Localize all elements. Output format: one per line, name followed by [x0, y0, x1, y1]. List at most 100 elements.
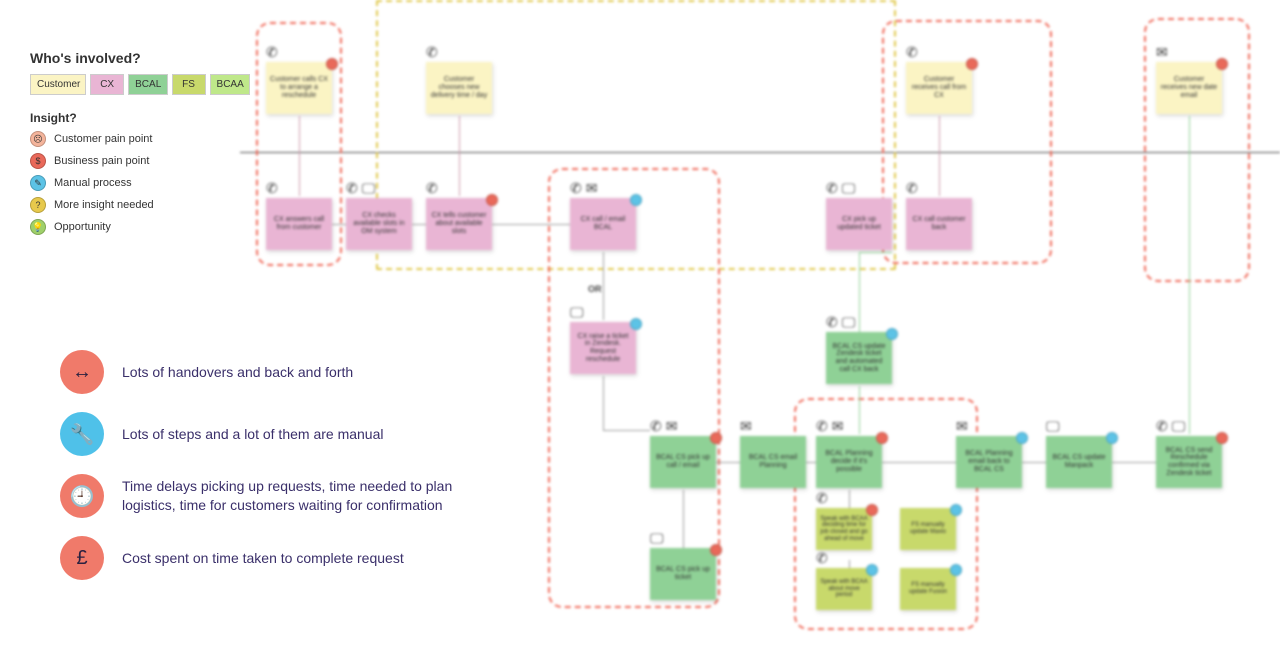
phone-icon: ✆ — [266, 180, 278, 197]
callout-icon: 🔧 — [60, 412, 104, 456]
insight-row: ?More insight needed — [30, 197, 250, 213]
sticky-icons: ✉ — [1156, 44, 1168, 61]
insight-list: ☹Customer pain point $Business pain point… — [30, 131, 250, 235]
sticky-icons: ✆ — [816, 490, 828, 507]
sticky-icons: ✆🖵 — [826, 180, 855, 197]
sticky-note: FS manually update Fusion — [900, 568, 956, 610]
insight-badge — [950, 564, 962, 576]
monitor-icon: 🖵 — [1172, 418, 1186, 435]
sticky-note: BCAL CS update Zendesk ticket and automa… — [826, 332, 892, 384]
sticky-note: BCAL Planning decide if it's possible — [816, 436, 882, 488]
swatch-customer: Customer — [30, 74, 86, 95]
sticky-note: CX call customer back — [906, 198, 972, 250]
connector — [603, 430, 650, 431]
connector — [1189, 116, 1190, 434]
insight-badge — [326, 58, 338, 70]
phone-icon: ✆ — [426, 44, 438, 61]
insight-badge — [950, 504, 962, 516]
sticky-note: CX pick up updated ticket — [826, 198, 892, 250]
connector — [299, 116, 300, 196]
sticky-icons: ✆ — [906, 44, 918, 61]
alarm-icon: ✉ — [740, 418, 752, 435]
sticky-icons: ✆ — [816, 550, 828, 567]
sticky-note: Customer receives call from CX — [906, 62, 972, 114]
insight-badge — [876, 432, 888, 444]
insight-dot-icon: ? — [30, 197, 46, 213]
phone-icon: ✆ — [816, 418, 828, 435]
phone-icon: ✆ — [816, 490, 828, 507]
connector — [849, 560, 850, 568]
insight-badge — [630, 318, 642, 330]
connector — [603, 252, 604, 320]
sticky-note: FS manually update Maxio — [900, 508, 956, 550]
sticky-icons: ✆ — [906, 180, 918, 197]
sticky-note: Customer calls CX to arrange a reschedul… — [266, 62, 332, 114]
phone-icon: ✆ — [826, 314, 838, 331]
phone-icon: ✆ — [906, 180, 918, 197]
insight-badge — [1106, 432, 1118, 444]
connector — [882, 462, 956, 463]
insight-label: Manual process — [54, 177, 132, 189]
insight-badge — [866, 504, 878, 516]
monitor-icon: 🖵 — [362, 180, 376, 197]
insight-badge — [886, 328, 898, 340]
sticky-note: BCAL CS pick up call / email — [650, 436, 716, 488]
monitor-icon: 🖵 — [842, 180, 856, 197]
phone-icon: ✆ — [906, 44, 918, 61]
connector — [939, 116, 940, 196]
connector — [859, 386, 860, 434]
swatch-row: Customer CX BCAL FS BCAA — [30, 74, 250, 95]
connector — [492, 224, 570, 225]
sticky-note: CX raise a ticket in Zendesk. Request re… — [570, 322, 636, 374]
sticky-icons: ✆🖵 — [826, 314, 855, 331]
phone-icon: ✆ — [426, 180, 438, 197]
insight-row: $Business pain point — [30, 153, 250, 169]
phone-icon: ✆ — [570, 180, 582, 197]
callout-icon: £ — [60, 536, 104, 580]
sticky-note: BCAL Planning email back to BCAL CS — [956, 436, 1022, 488]
sticky-icons: ✉ — [740, 418, 752, 435]
swatch-fs: FS — [172, 74, 206, 95]
connector — [849, 490, 850, 508]
insight-row: ☹Customer pain point — [30, 131, 250, 147]
insight-badge — [710, 544, 722, 556]
connector — [859, 252, 892, 253]
sticky-icons: ✆✉ — [650, 418, 677, 435]
insight-row: ✎ Manual process — [30, 175, 250, 191]
sticky-icons: ✆🖵 — [346, 180, 375, 197]
sticky-icons: ✉ — [956, 418, 968, 435]
insight-badge — [1216, 58, 1228, 70]
sticky-note: Customer receives new date email — [1156, 62, 1222, 114]
sticky-icons: ✆🖵 — [1156, 418, 1185, 435]
insight-dot-icon: ✎ — [30, 175, 46, 191]
insight-label: Opportunity — [54, 221, 111, 233]
insight-badge — [966, 58, 978, 70]
legend-title: Who's involved? — [30, 50, 250, 66]
sticky-note: BCAL CS pick up ticket — [650, 548, 716, 600]
process-diagram: OR ✆Customer calls CX to arrange a resch… — [240, 0, 1280, 646]
sticky-icons: 🖵 — [1046, 418, 1060, 435]
connector — [716, 462, 740, 463]
sticky-icons: 🖵 — [570, 304, 584, 321]
sticky-note: BCAL CS update Manpack — [1046, 436, 1112, 488]
insight-badge — [866, 564, 878, 576]
alarm-icon: ✉ — [1156, 44, 1168, 61]
phone-icon: ✆ — [266, 44, 278, 61]
alarm-icon: ✉ — [832, 418, 844, 435]
alarm-icon: ✉ — [956, 418, 968, 435]
insight-badge — [486, 194, 498, 206]
sticky-icons: ✆✉ — [570, 180, 597, 197]
connector — [683, 490, 684, 548]
insight-title: Insight? — [30, 111, 250, 125]
sticky-icons: 🖵 — [650, 530, 664, 547]
monitor-icon: 🖵 — [1046, 418, 1060, 435]
legend: Who's involved? Customer CX BCAL FS BCAA… — [30, 50, 250, 241]
insight-badge — [1216, 432, 1228, 444]
connector — [412, 224, 426, 225]
sticky-icons: ✆✉ — [816, 418, 843, 435]
insight-row: 💡Opportunity — [30, 219, 250, 235]
connector — [459, 116, 460, 196]
monitor-icon: 🖵 — [842, 314, 856, 331]
sticky-icons: ✆ — [266, 44, 278, 61]
sticky-note: Speak with BCAA about move period — [816, 568, 872, 610]
